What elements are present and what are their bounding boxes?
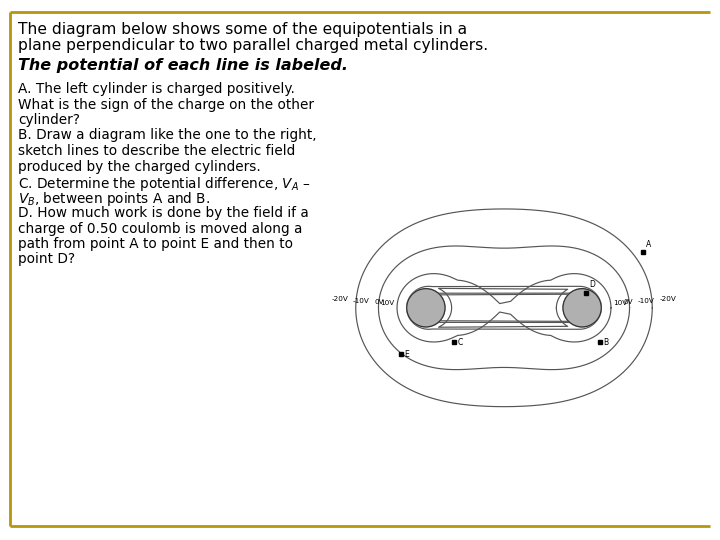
Text: 0V: 0V xyxy=(624,299,634,305)
Text: The diagram below shows some of the equipotentials in a: The diagram below shows some of the equi… xyxy=(18,22,467,37)
Text: cylinder?: cylinder? xyxy=(18,113,80,127)
Text: D: D xyxy=(589,280,595,289)
Text: D. How much work is done by the field if a: D. How much work is done by the field if… xyxy=(18,206,309,220)
Text: 10V: 10V xyxy=(380,300,395,306)
Text: The potential of each line is labeled.: The potential of each line is labeled. xyxy=(18,58,348,73)
Text: 10V: 10V xyxy=(613,300,628,306)
Text: A: A xyxy=(646,240,652,249)
Text: produced by the charged cylinders.: produced by the charged cylinders. xyxy=(18,159,261,173)
Text: charge of 0.50 coulomb is moved along a: charge of 0.50 coulomb is moved along a xyxy=(18,221,302,235)
Text: -20V: -20V xyxy=(332,296,348,302)
Text: sketch lines to describe the electric field: sketch lines to describe the electric fi… xyxy=(18,144,295,158)
Circle shape xyxy=(407,289,445,327)
Text: C: C xyxy=(457,338,462,347)
Text: B. Draw a diagram like the one to the right,: B. Draw a diagram like the one to the ri… xyxy=(18,129,317,143)
Text: -10V: -10V xyxy=(638,298,655,304)
Text: What is the sign of the charge on the other: What is the sign of the charge on the ot… xyxy=(18,98,314,111)
Text: -10V: -10V xyxy=(353,298,370,304)
Text: A. The left cylinder is charged positively.: A. The left cylinder is charged positive… xyxy=(18,82,295,96)
Text: $V_B$, between points A and B.: $V_B$, between points A and B. xyxy=(18,191,210,208)
Text: plane perpendicular to two parallel charged metal cylinders.: plane perpendicular to two parallel char… xyxy=(18,38,488,53)
Text: C. Determine the potential difference, $V_A$ –: C. Determine the potential difference, $… xyxy=(18,175,311,193)
Text: path from point A to point E and then to: path from point A to point E and then to xyxy=(18,237,293,251)
Circle shape xyxy=(563,289,601,327)
Text: point D?: point D? xyxy=(18,253,75,267)
Text: E: E xyxy=(404,350,409,359)
Text: -20V: -20V xyxy=(660,296,676,302)
Text: B: B xyxy=(603,338,608,347)
Text: 0V: 0V xyxy=(374,299,384,305)
